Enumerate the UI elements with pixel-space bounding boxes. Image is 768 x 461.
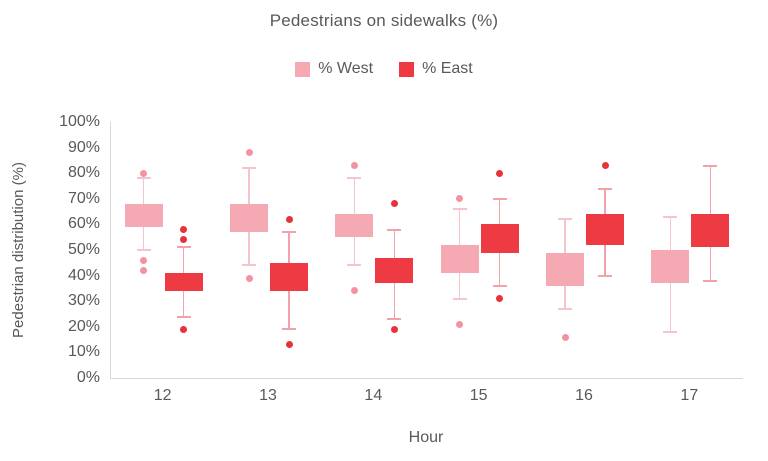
whisker-cap-high-east-16 xyxy=(598,187,612,190)
legend-swatch-west-icon xyxy=(295,61,311,77)
whisker-cap-high-west-16 xyxy=(558,218,572,221)
whisker-cap-high-west-12 xyxy=(136,177,151,180)
whisker-cap-high-east-15 xyxy=(492,197,507,200)
y-tick-label-20%: 20% xyxy=(67,317,100,335)
y-tick-label-70%: 70% xyxy=(67,189,100,207)
box-east-17 xyxy=(691,214,730,248)
box-west-16 xyxy=(546,252,584,286)
whisker-cap-low-west-12 xyxy=(136,249,151,251)
whisker-cap-low-east-13 xyxy=(282,328,296,331)
legend-item-west[interactable]: % West xyxy=(295,60,373,78)
legend: % West % East xyxy=(0,60,768,78)
outlier-west-16-16 xyxy=(561,333,569,341)
whisker-cap-low-west-14 xyxy=(347,264,362,267)
whisker-cap-high-east-14 xyxy=(387,228,402,231)
box-east-15 xyxy=(480,224,519,253)
box-east-16 xyxy=(586,214,624,245)
x-axis-tick-labels: 12 13 14 15 16 17 xyxy=(110,387,742,407)
plot-area xyxy=(110,122,743,379)
whisker-cap-low-west-16 xyxy=(558,307,572,310)
y-tick-label-0%: 0% xyxy=(76,369,100,386)
whisker-cap-low-east-15 xyxy=(492,284,507,287)
box-west-17 xyxy=(651,250,690,284)
outlier-east-13-13 xyxy=(285,341,293,349)
outlier-east-14-19 xyxy=(390,325,398,333)
whisker-cap-high-west-13 xyxy=(242,167,256,170)
chart-title: Pedestrians on sidewalks (%) xyxy=(269,11,499,30)
whisker-cap-high-west-15 xyxy=(452,208,467,211)
box-east-13 xyxy=(270,262,308,291)
x-tick-label-14: 14 xyxy=(364,387,383,404)
y-tick-label-40%: 40% xyxy=(67,266,100,284)
outlier-west-13-88 xyxy=(245,149,253,157)
outlier-west-15-70 xyxy=(456,195,464,203)
outlier-west-15-21 xyxy=(456,320,464,328)
outlier-east-12-19 xyxy=(180,325,188,333)
outlier-east-12-54 xyxy=(180,236,188,244)
outlier-west-14-34 xyxy=(350,287,358,295)
outlier-west-13-39 xyxy=(245,274,253,282)
y-tick-label-50%: 50% xyxy=(67,241,100,258)
y-axis-tick-labels: 0% 10% 20% 30% 40% 50% 60% 70% 80% 90% 100% xyxy=(0,114,100,386)
outlier-east-13-62 xyxy=(285,215,293,223)
legend-swatch-east-icon xyxy=(399,61,415,77)
y-tick-label-30%: 30% xyxy=(67,292,100,310)
whisker-cap-low-east-12 xyxy=(176,315,191,318)
box-east-12 xyxy=(164,273,203,291)
x-tick-label-15: 15 xyxy=(469,387,488,404)
outlier-west-12-80 xyxy=(140,169,148,177)
legend-label-east: % East xyxy=(422,60,473,77)
x-axis-title: Hour xyxy=(408,429,444,446)
outlier-west-12-42 xyxy=(140,266,148,274)
outlier-west-14-83 xyxy=(350,162,358,170)
x-tick-label-17: 17 xyxy=(680,387,699,404)
y-tick-label-10%: 10% xyxy=(67,343,100,361)
whisker-cap-low-west-13 xyxy=(242,264,256,267)
x-tick-label-16: 16 xyxy=(575,387,593,404)
y-tick-label-100%: 100% xyxy=(59,113,100,130)
y-tick-label-80%: 80% xyxy=(67,164,100,182)
box-west-13 xyxy=(230,203,268,233)
whisker-cap-high-west-17 xyxy=(663,215,678,218)
whisker-cap-low-east-14 xyxy=(387,318,402,321)
y-tick-label-60%: 60% xyxy=(67,215,100,233)
outlier-east-16-83 xyxy=(601,162,609,170)
whisker-cap-low-west-15 xyxy=(452,297,467,300)
outlier-east-15-80 xyxy=(496,169,504,177)
whisker-cap-high-east-13 xyxy=(282,231,296,234)
legend-item-east[interactable]: % East xyxy=(399,60,473,78)
x-tick-label-13: 13 xyxy=(259,387,277,404)
whisker-cap-low-east-17 xyxy=(703,279,718,282)
legend-label-west: % West xyxy=(318,60,374,77)
outlier-west-12-46 xyxy=(140,256,148,264)
box-east-14 xyxy=(375,257,414,284)
outlier-east-15-31 xyxy=(496,295,504,303)
whisker-cap-low-west-17 xyxy=(663,330,678,333)
outlier-east-12-58 xyxy=(180,226,188,234)
box-west-15 xyxy=(440,244,479,274)
outlier-east-14-68 xyxy=(390,200,398,208)
whisker-cap-high-east-12 xyxy=(176,246,191,249)
box-west-14 xyxy=(335,214,374,238)
whisker-cap-low-east-16 xyxy=(598,274,612,277)
whisker-cap-high-east-17 xyxy=(703,164,718,167)
box-west-12 xyxy=(124,203,163,227)
y-tick-label-90%: 90% xyxy=(67,138,100,156)
whisker-cap-high-west-14 xyxy=(347,177,362,180)
x-tick-label-12: 12 xyxy=(153,387,172,404)
